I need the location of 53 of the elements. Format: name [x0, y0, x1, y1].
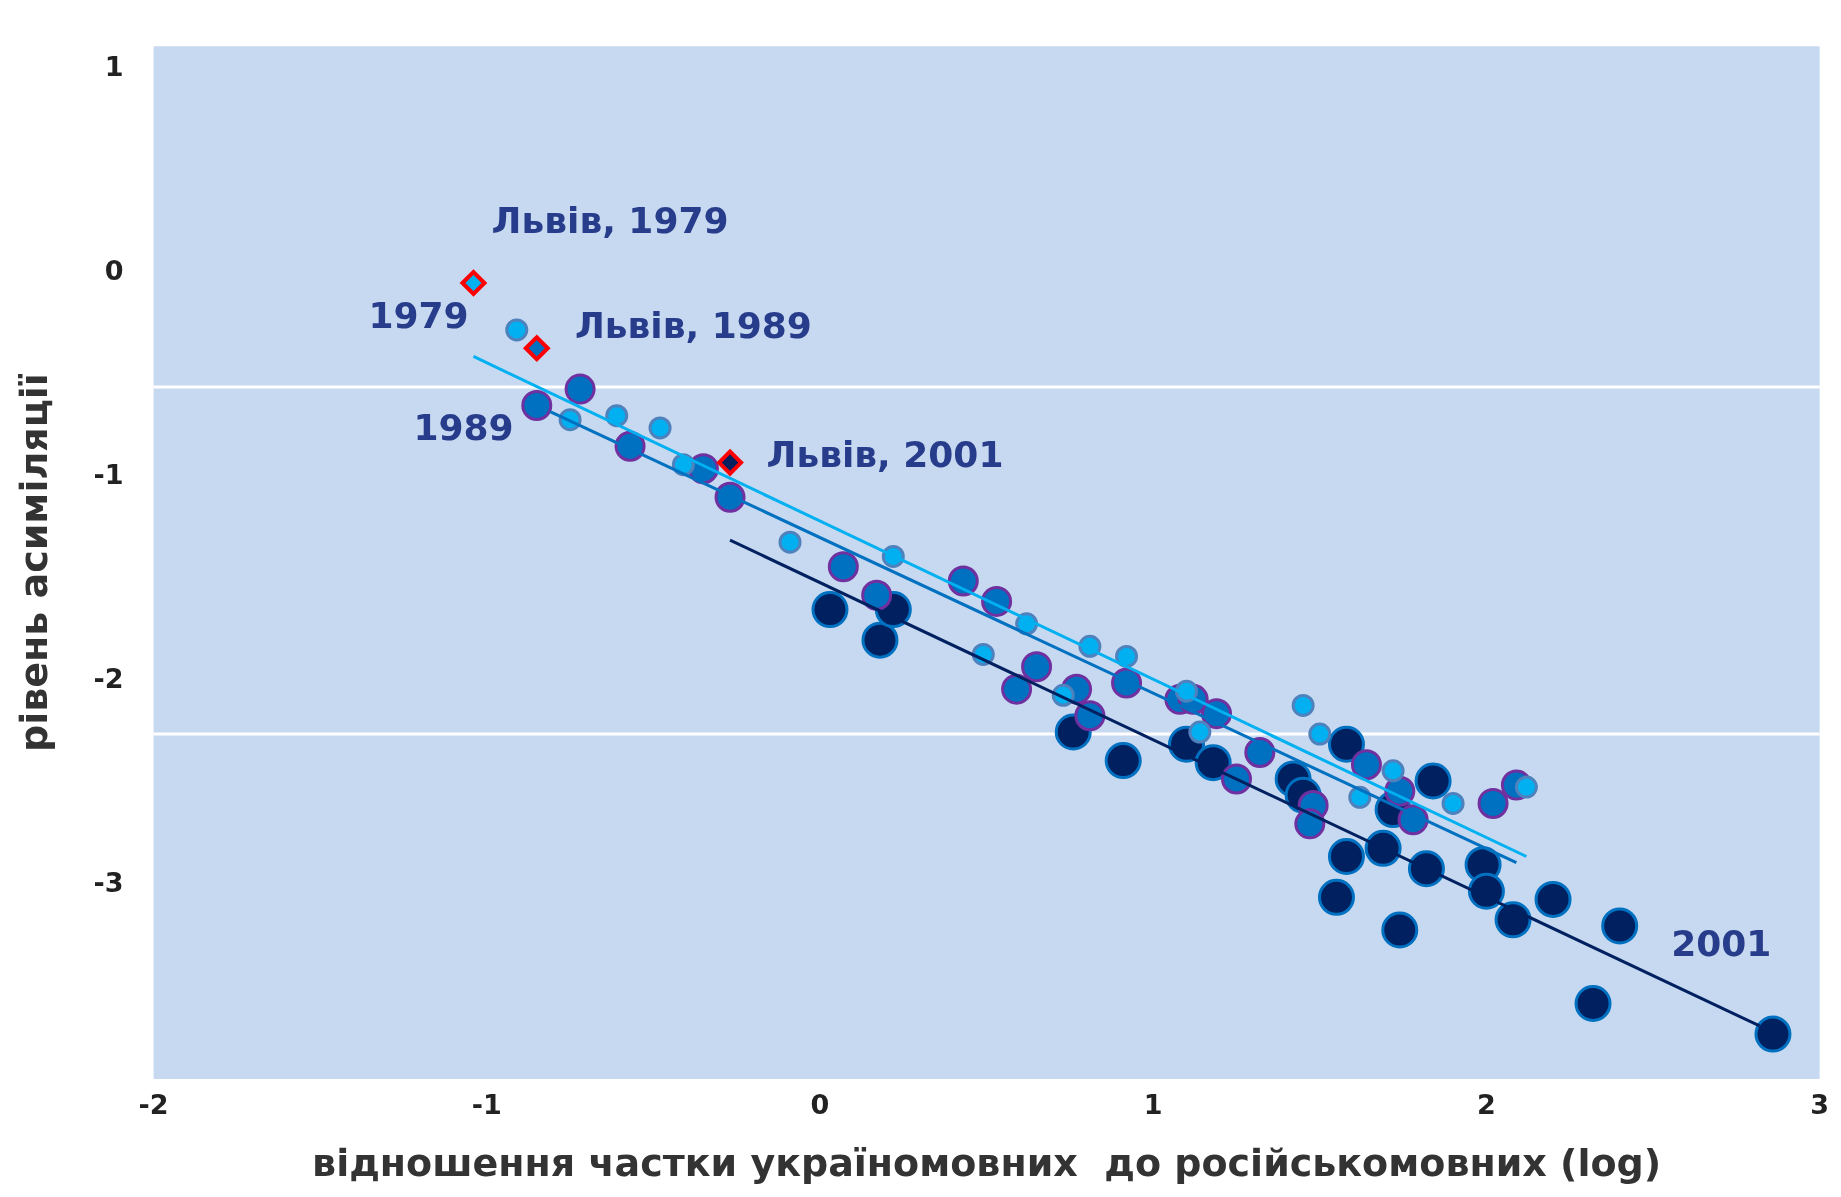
x-tick-label: -2 — [138, 1089, 169, 1121]
point — [1381, 759, 1405, 783]
annotation: 1979 — [368, 295, 469, 337]
point — [1381, 911, 1419, 949]
point — [811, 591, 849, 629]
point — [1244, 736, 1276, 768]
y-tick-label: 1 — [104, 50, 124, 82]
y-axis-title: рівень асиміляції — [11, 373, 56, 753]
point — [1414, 762, 1452, 800]
annotation: Львів, 1989 — [574, 304, 812, 346]
x-tick-label: -1 — [471, 1089, 502, 1121]
point — [827, 551, 859, 583]
y-tick-label: -2 — [93, 663, 124, 694]
x-tick-label: 0 — [810, 1089, 830, 1121]
x-tick-label: 2 — [1477, 1089, 1496, 1121]
point — [1317, 878, 1355, 916]
x-tick-label: 1 — [1143, 1089, 1163, 1121]
y-tick-label: -1 — [93, 458, 124, 490]
point — [1001, 673, 1033, 705]
x-axis-title: відношення частки україномовних до російськомовних (log) — [312, 1141, 1662, 1186]
annotation: Львів, 2001 — [766, 433, 1004, 475]
point — [1350, 749, 1382, 781]
point — [1327, 725, 1365, 763]
point — [505, 318, 529, 342]
y-tick-label: -3 — [93, 867, 124, 899]
point — [1364, 829, 1402, 867]
point — [1574, 984, 1612, 1022]
point — [1441, 791, 1465, 815]
point — [1291, 693, 1315, 717]
point — [1327, 838, 1365, 876]
annotation: Львів, 1979 — [491, 200, 729, 242]
point — [1115, 644, 1139, 668]
point — [861, 621, 899, 659]
point — [1754, 1015, 1792, 1053]
annotation: 2001 — [1671, 923, 1772, 965]
point — [1188, 720, 1212, 744]
point — [605, 404, 629, 428]
point — [1467, 872, 1505, 910]
point — [564, 373, 596, 405]
point — [1494, 901, 1532, 939]
point — [521, 389, 553, 421]
point — [1104, 742, 1142, 780]
point — [1021, 651, 1053, 683]
point — [1407, 850, 1445, 888]
point — [1477, 787, 1509, 819]
point — [648, 416, 672, 440]
annotation: 1989 — [413, 406, 514, 448]
y-tick-label: 0 — [104, 254, 124, 286]
x-tick-label: 3 — [1810, 1089, 1830, 1121]
point — [1308, 722, 1332, 746]
point — [1534, 880, 1572, 918]
point — [778, 530, 802, 554]
point — [1601, 907, 1639, 945]
